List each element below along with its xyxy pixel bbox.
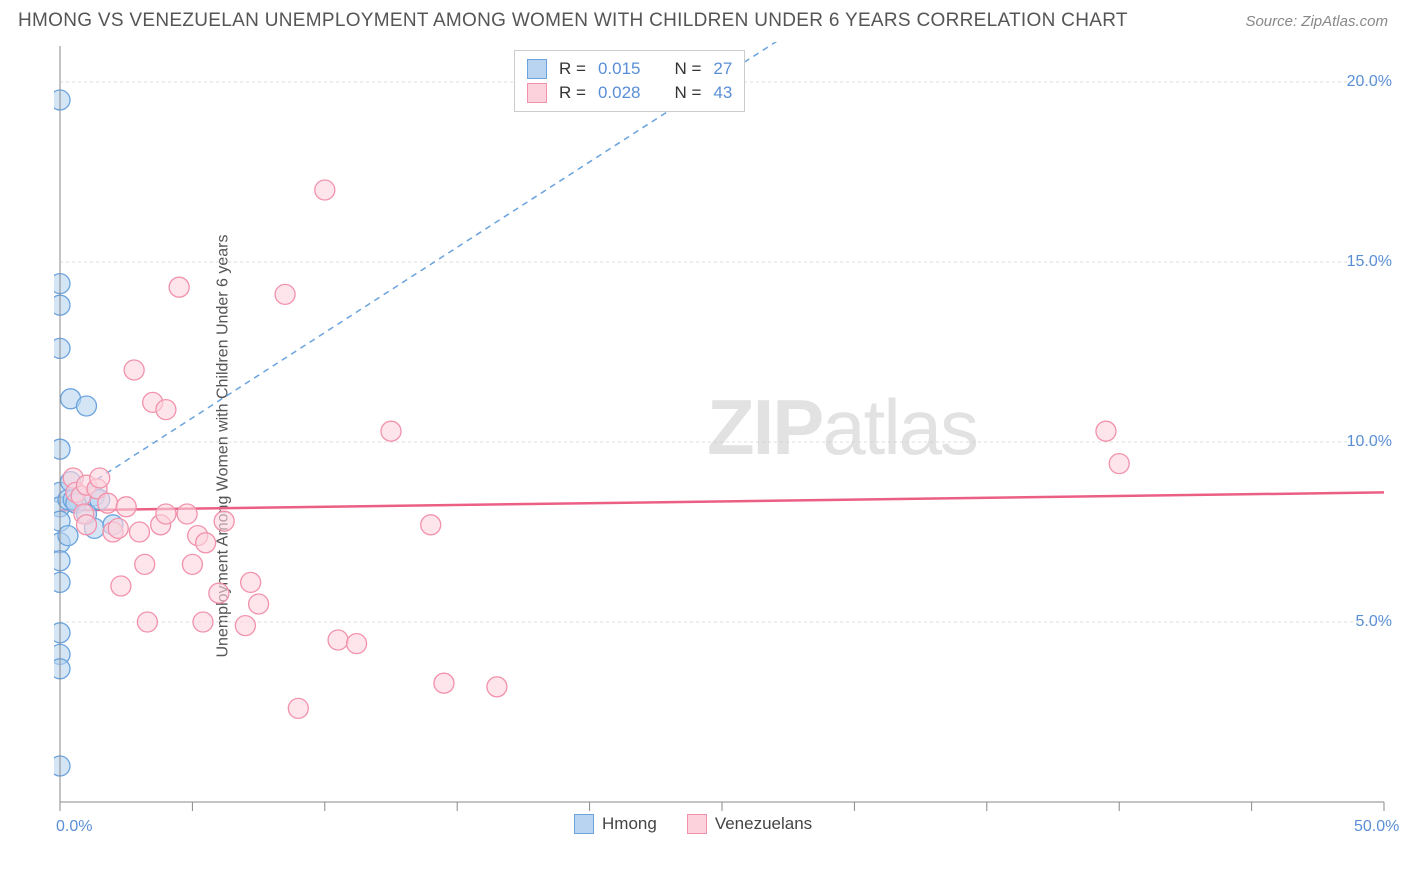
n-value: 43 xyxy=(713,83,732,103)
y-tick-label: 10.0% xyxy=(1347,433,1392,451)
legend-stats-row: R = 0.028 N = 43 xyxy=(527,81,732,105)
scatter-chart-svg: ZIPatlas xyxy=(54,42,1394,842)
x-tick-label: 50.0% xyxy=(1354,818,1399,836)
x-tick-label: 0.0% xyxy=(56,818,92,836)
legend-series-item: Venezuelans xyxy=(687,814,812,834)
n-label: N = xyxy=(674,83,701,103)
y-tick-label: 5.0% xyxy=(1356,613,1392,631)
r-label: R = xyxy=(559,83,586,103)
n-label: N = xyxy=(674,59,701,79)
r-label: R = xyxy=(559,59,586,79)
y-tick-label: 20.0% xyxy=(1347,73,1392,91)
legend-swatch xyxy=(527,59,547,79)
chart-title: HMONG VS VENEZUELAN UNEMPLOYMENT AMONG W… xyxy=(18,10,1128,32)
legend-label: Venezuelans xyxy=(715,814,812,834)
chart-header: HMONG VS VENEZUELAN UNEMPLOYMENT AMONG W… xyxy=(18,10,1388,32)
chart-area: ZIPatlas 0.0%50.0%5.0%10.0%15.0%20.0% R … xyxy=(54,42,1394,842)
svg-text:ZIPatlas: ZIPatlas xyxy=(707,383,977,471)
legend-series: Hmong Venezuelans xyxy=(574,814,812,834)
legend-swatch xyxy=(574,814,594,834)
legend-series-item: Hmong xyxy=(574,814,657,834)
y-tick-label: 15.0% xyxy=(1347,253,1392,271)
legend-stats: R = 0.015 N = 27 R = 0.028 N = 43 xyxy=(514,50,745,112)
n-value: 27 xyxy=(713,59,732,79)
legend-swatch xyxy=(687,814,707,834)
legend-swatch xyxy=(527,83,547,103)
legend-stats-row: R = 0.015 N = 27 xyxy=(527,57,732,81)
legend-label: Hmong xyxy=(602,814,657,834)
r-value: 0.015 xyxy=(598,59,641,79)
r-value: 0.028 xyxy=(598,83,641,103)
chart-source: Source: ZipAtlas.com xyxy=(1245,13,1388,30)
